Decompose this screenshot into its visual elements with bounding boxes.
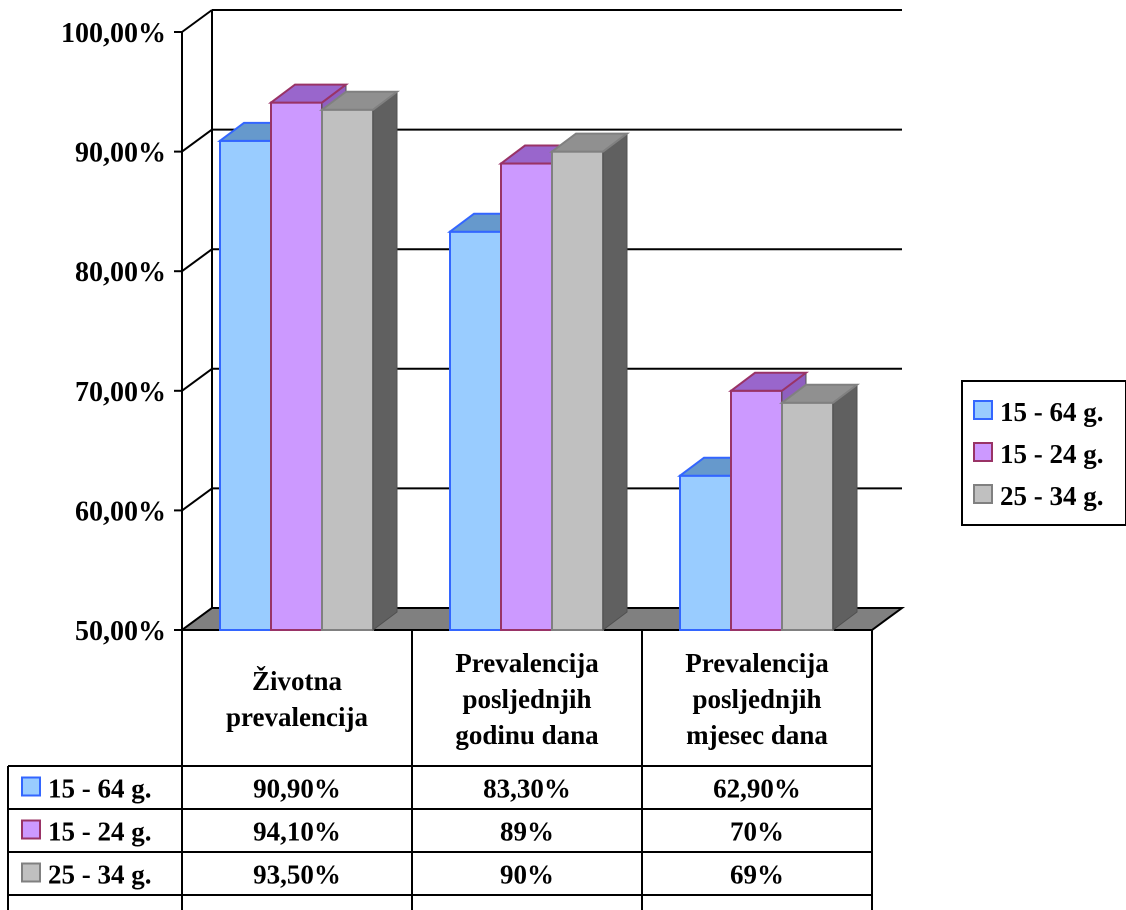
legend-entry: 25 - 34 g. [1000, 481, 1104, 511]
table-series-name: 25 - 34 g. [48, 860, 152, 890]
category-label: posljednjih [692, 684, 821, 714]
bar-top [268, 83, 349, 104]
category-label: godinu dana [455, 720, 599, 750]
y-tick-label: 70,00% [75, 377, 166, 408]
data-label: 69% [730, 860, 784, 890]
data-label: 93,50% [253, 860, 341, 890]
bar-top [779, 383, 860, 404]
bar [270, 101, 323, 631]
y-tick-label: 60,00% [75, 496, 166, 527]
gridline-diagonal [181, 487, 213, 512]
legend-key [973, 442, 993, 462]
table-legend-key [21, 776, 41, 797]
data-label: 62,90% [713, 774, 801, 804]
table-series-name: 15 - 24 g. [48, 817, 152, 847]
category-label: Životna [252, 666, 343, 696]
bar [321, 108, 374, 632]
bar-top [549, 132, 630, 153]
legend: 15 - 64 g. 15 - 24 g. 25 - 34 g. [961, 380, 1126, 526]
bar-side [832, 383, 858, 631]
bar-top [319, 90, 400, 111]
table-series-name: 15 - 64 g. [48, 774, 152, 804]
y-tick-label: 80,00% [75, 257, 166, 288]
gridline-diagonal [181, 128, 213, 153]
bar [449, 230, 502, 631]
category-label: prevalencija [226, 702, 368, 732]
y-axis: 50,00% 60,00% 70,00% 80,00% 90,00% 100,00% [61, 18, 183, 647]
data-label: 70% [730, 817, 784, 847]
data-label: 94,10% [253, 817, 341, 847]
bar-top [728, 371, 809, 392]
data-label: 90,90% [253, 774, 341, 804]
bar [551, 150, 604, 631]
bar-side [372, 90, 398, 631]
category-label: Prevalencija [685, 648, 829, 678]
bar-side [602, 132, 628, 631]
plot-area [178, 9, 906, 632]
data-label: 89% [500, 817, 554, 847]
gridline-diagonal [181, 367, 213, 392]
y-tick-label: 50,00% [75, 616, 166, 647]
gridline-diagonal [181, 248, 213, 273]
bar [679, 474, 732, 631]
bar [730, 389, 783, 631]
category-label: posljednjih [462, 684, 591, 714]
legend-key [973, 400, 993, 420]
gridline-diagonal [181, 9, 213, 33]
legend-entry: 15 - 24 g. [1000, 439, 1104, 469]
legend-key [973, 484, 993, 504]
table-legend-key [21, 862, 41, 883]
legend-entry: 15 - 64 g. [1000, 397, 1104, 427]
y-tick-label: 90,00% [75, 138, 166, 169]
data-label: 90% [500, 860, 554, 890]
table-legend-key [21, 819, 41, 840]
data-table: Životna prevalencija Prevalencija posljednj… [7, 630, 873, 910]
bar [219, 139, 272, 631]
data-label: 83,30% [483, 774, 571, 804]
y-tick-label: 100,00% [61, 18, 166, 49]
category-label: mjesec dana [686, 720, 828, 750]
bar [781, 401, 834, 632]
bar [500, 162, 553, 631]
category-label: Prevalencija [455, 648, 599, 678]
